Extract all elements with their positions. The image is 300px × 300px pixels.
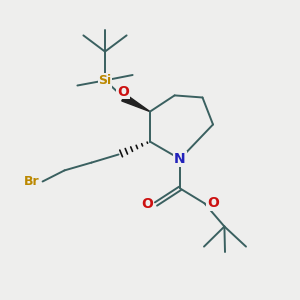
Text: O: O (142, 197, 154, 211)
Text: O: O (117, 85, 129, 98)
Text: Br: Br (24, 175, 40, 188)
Text: N: N (174, 152, 186, 166)
Polygon shape (122, 94, 150, 112)
Text: Si: Si (98, 74, 112, 87)
Text: O: O (207, 196, 219, 210)
